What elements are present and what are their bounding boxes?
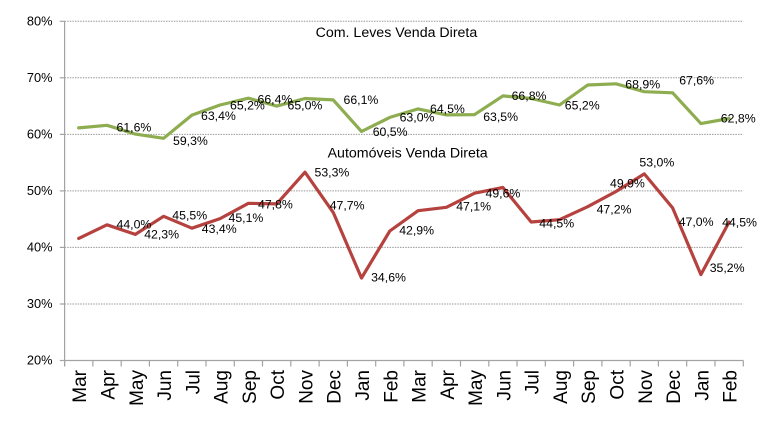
svg-text:49,9%: 49,9%: [610, 176, 645, 190]
svg-text:Jun: Jun: [494, 370, 515, 401]
svg-text:Nov: Nov: [636, 370, 657, 404]
svg-text:43,4%: 43,4%: [202, 222, 237, 236]
svg-text:Nov: Nov: [297, 370, 318, 404]
svg-text:66,4%: 66,4%: [258, 93, 293, 107]
svg-text:Com. Leves Venda Direta: Com. Leves Venda Direta: [316, 25, 478, 41]
svg-text:Dec: Dec: [325, 370, 346, 404]
svg-text:47,1%: 47,1%: [456, 200, 491, 214]
svg-text:34,6%: 34,6%: [371, 271, 406, 285]
svg-text:Jan: Jan: [692, 370, 713, 401]
svg-text:63,5%: 63,5%: [483, 110, 518, 124]
svg-text:Mar: Mar: [410, 369, 431, 402]
svg-text:Oct: Oct: [608, 369, 629, 399]
svg-text:45,1%: 45,1%: [229, 211, 264, 225]
svg-text:Apr: Apr: [438, 369, 459, 399]
svg-text:Oct: Oct: [268, 369, 289, 399]
svg-text:May: May: [466, 370, 487, 406]
svg-text:59,3%: 59,3%: [173, 134, 208, 148]
svg-text:Apr: Apr: [99, 369, 120, 399]
svg-text:65,2%: 65,2%: [565, 99, 600, 113]
svg-text:64,5%: 64,5%: [430, 102, 465, 116]
svg-text:44,5%: 44,5%: [539, 217, 574, 231]
svg-text:65,2%: 65,2%: [230, 98, 265, 112]
svg-text:47,8%: 47,8%: [258, 198, 293, 212]
svg-text:45,5%: 45,5%: [172, 208, 207, 222]
svg-text:53,0%: 53,0%: [639, 156, 674, 170]
svg-text:53,3%: 53,3%: [315, 165, 350, 179]
svg-text:Jul: Jul: [523, 370, 544, 394]
svg-text:62,8%: 62,8%: [721, 112, 756, 126]
svg-text:63,0%: 63,0%: [400, 110, 435, 124]
svg-text:40%: 40%: [27, 240, 53, 255]
svg-text:47,7%: 47,7%: [330, 198, 365, 212]
svg-text:Sep: Sep: [240, 370, 261, 404]
svg-text:30%: 30%: [27, 296, 53, 311]
svg-text:47,2%: 47,2%: [597, 202, 632, 216]
svg-text:44,5%: 44,5%: [722, 216, 757, 230]
svg-text:66,8%: 66,8%: [512, 89, 547, 103]
svg-text:Jul: Jul: [183, 370, 204, 394]
svg-text:Aug: Aug: [551, 370, 572, 404]
svg-text:63,4%: 63,4%: [201, 109, 236, 123]
svg-text:50%: 50%: [27, 183, 53, 198]
svg-text:Feb: Feb: [381, 370, 402, 403]
svg-text:68,9%: 68,9%: [625, 77, 660, 91]
svg-text:47,0%: 47,0%: [679, 215, 714, 229]
svg-text:61,6%: 61,6%: [117, 121, 152, 135]
svg-text:42,3%: 42,3%: [144, 228, 179, 242]
svg-text:70%: 70%: [27, 70, 53, 85]
svg-text:60,5%: 60,5%: [373, 125, 408, 139]
svg-text:Jun: Jun: [155, 370, 176, 401]
svg-text:60%: 60%: [27, 127, 53, 142]
svg-text:Sep: Sep: [579, 370, 600, 404]
svg-text:49,6%: 49,6%: [486, 187, 521, 201]
svg-text:Jan: Jan: [353, 370, 374, 401]
svg-text:Feb: Feb: [721, 370, 742, 403]
svg-text:Dec: Dec: [664, 370, 685, 404]
svg-text:Mar: Mar: [70, 369, 91, 402]
svg-text:May: May: [127, 370, 148, 406]
svg-text:Automóveis Venda Direta: Automóveis Venda Direta: [328, 146, 488, 162]
svg-text:44,0%: 44,0%: [117, 217, 152, 231]
svg-text:65,0%: 65,0%: [288, 99, 323, 113]
svg-text:66,1%: 66,1%: [344, 93, 379, 107]
svg-text:42,9%: 42,9%: [399, 223, 434, 237]
svg-text:35,2%: 35,2%: [710, 261, 745, 275]
svg-text:20%: 20%: [27, 353, 53, 368]
svg-text:Aug: Aug: [212, 370, 233, 404]
svg-text:80%: 80%: [27, 14, 53, 29]
svg-text:67,6%: 67,6%: [679, 73, 714, 87]
